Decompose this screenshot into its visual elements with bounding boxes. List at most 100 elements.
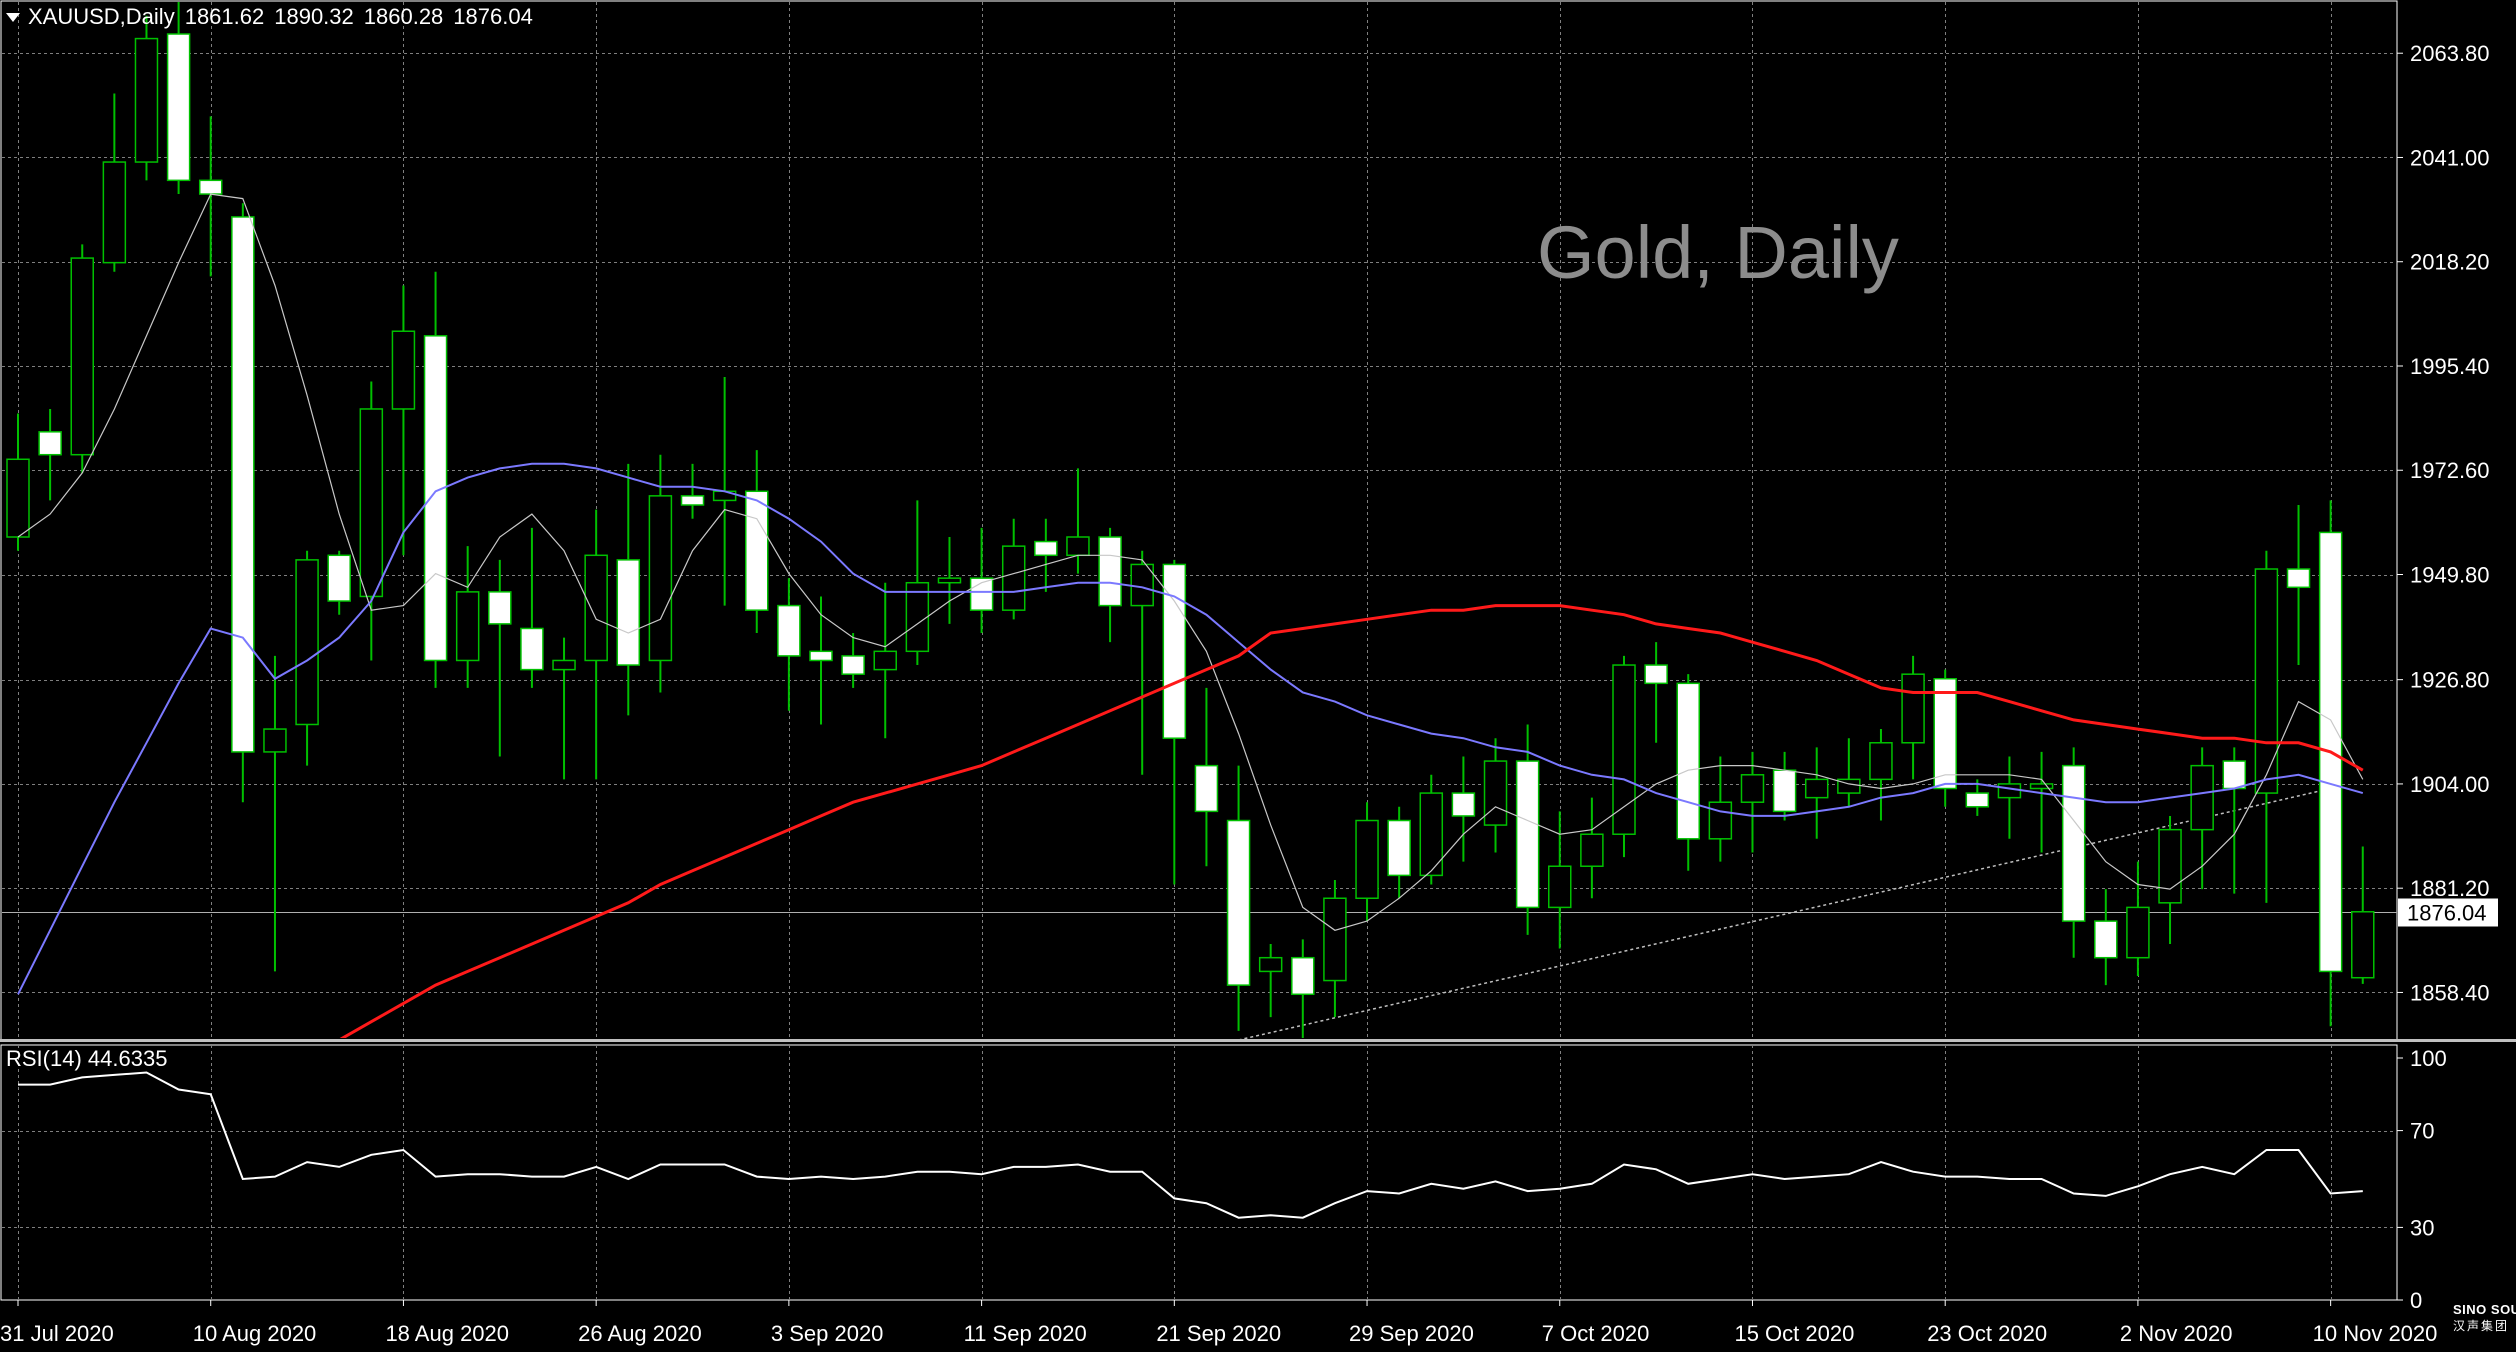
candle[interactable] bbox=[1580, 797, 1604, 899]
candle[interactable] bbox=[937, 537, 962, 624]
candle[interactable] bbox=[520, 527, 544, 688]
candle-body-bull bbox=[1323, 897, 1347, 982]
candle[interactable] bbox=[552, 637, 576, 780]
ma-fast-line bbox=[17, 193, 2364, 931]
candle[interactable] bbox=[1772, 751, 1797, 821]
candle[interactable] bbox=[1001, 518, 1026, 620]
candle[interactable] bbox=[1515, 724, 1540, 935]
candle[interactable] bbox=[1965, 779, 1990, 816]
candle[interactable] bbox=[2061, 747, 2086, 958]
candle-body-bull bbox=[584, 554, 608, 662]
rsi-tick-label: 100 bbox=[2410, 1046, 2447, 1071]
candle[interactable] bbox=[327, 550, 351, 615]
candle[interactable] bbox=[1419, 774, 1444, 885]
candle-body-bull bbox=[102, 161, 127, 264]
candle[interactable] bbox=[2029, 751, 2054, 853]
candle[interactable] bbox=[1323, 879, 1347, 1018]
candle[interactable] bbox=[1162, 559, 1187, 885]
candle[interactable] bbox=[680, 463, 705, 519]
time-tick-label: 26 Aug 2020 bbox=[578, 1321, 702, 1346]
candle[interactable] bbox=[1997, 756, 2022, 839]
candle[interactable] bbox=[2351, 846, 2375, 984]
candle[interactable] bbox=[745, 450, 769, 634]
candle[interactable] bbox=[1130, 550, 1154, 775]
candle[interactable] bbox=[1837, 738, 1861, 807]
candle-body-bull bbox=[263, 728, 287, 753]
candle[interactable] bbox=[873, 582, 897, 739]
candle[interactable] bbox=[359, 381, 384, 661]
candle-body-bull bbox=[1997, 783, 2022, 799]
candle[interactable] bbox=[1291, 939, 1315, 1040]
candle[interactable] bbox=[38, 408, 62, 501]
candle[interactable] bbox=[1355, 802, 1379, 922]
candle-body-bull bbox=[1869, 742, 1893, 781]
candle[interactable] bbox=[2318, 500, 2343, 1027]
candle[interactable] bbox=[231, 203, 255, 803]
candle-body-bull bbox=[2158, 828, 2182, 904]
candle-body-bull bbox=[1548, 865, 1572, 909]
candle[interactable] bbox=[6, 413, 30, 551]
candle-body-bear bbox=[1194, 764, 1219, 813]
candle[interactable] bbox=[2094, 889, 2118, 986]
candle[interactable] bbox=[1548, 811, 1572, 949]
candle[interactable] bbox=[423, 271, 448, 688]
candle[interactable] bbox=[905, 500, 930, 666]
candle[interactable] bbox=[2254, 550, 2279, 903]
candle[interactable] bbox=[1804, 747, 1829, 839]
candle[interactable] bbox=[1194, 687, 1219, 867]
support-trendline[interactable] bbox=[1238, 787, 2331, 1041]
candle[interactable] bbox=[1644, 642, 1668, 743]
price-tick-label: 1949.80 bbox=[2410, 563, 2490, 588]
candle[interactable] bbox=[102, 93, 127, 272]
candle[interactable] bbox=[391, 285, 416, 556]
candle[interactable] bbox=[2126, 861, 2150, 976]
candle[interactable] bbox=[134, 15, 159, 181]
candle[interactable] bbox=[1612, 655, 1636, 858]
candle[interactable] bbox=[841, 633, 865, 688]
price-axis[interactable]: 2063.80 2041.00 2018.20 1995.40 1972.60 1949.… bbox=[2397, 41, 2490, 1005]
candle[interactable] bbox=[648, 454, 673, 693]
candle[interactable] bbox=[488, 559, 512, 757]
candle[interactable] bbox=[616, 463, 641, 716]
candle[interactable] bbox=[1066, 468, 1090, 574]
candle[interactable] bbox=[1869, 729, 1893, 821]
candle[interactable] bbox=[263, 655, 287, 972]
candle[interactable] bbox=[1258, 943, 1283, 1018]
rsi-axis: 100 70 30 0 bbox=[2397, 1046, 2447, 1313]
candle-body-bull bbox=[552, 659, 576, 671]
candle[interactable] bbox=[1451, 756, 1476, 862]
candle[interactable] bbox=[584, 509, 608, 780]
candle[interactable] bbox=[1098, 527, 1122, 643]
time-axis[interactable]: 31 Jul 2020 10 Aug 2020 18 Aug 2020 26 Aug … bbox=[0, 1300, 2437, 1346]
candle-body-bull bbox=[1612, 664, 1636, 835]
time-tick-label: 23 Oct 2020 bbox=[1927, 1321, 2047, 1346]
candle[interactable] bbox=[1740, 751, 1765, 853]
candle[interactable] bbox=[166, 2, 191, 195]
candle-body-bull bbox=[937, 577, 962, 584]
candle[interactable] bbox=[2190, 747, 2214, 890]
current-price-badge bbox=[2398, 898, 2498, 927]
candle-body-bull bbox=[1001, 545, 1026, 611]
time-tick-label: 7 Oct 2020 bbox=[1542, 1321, 1650, 1346]
candle[interactable] bbox=[70, 244, 94, 473]
candle[interactable] bbox=[1901, 655, 1925, 780]
candle[interactable] bbox=[1034, 518, 1058, 592]
candle[interactable] bbox=[198, 116, 223, 277]
candle[interactable] bbox=[1676, 674, 1700, 871]
dropdown-triangle-icon[interactable] bbox=[6, 12, 20, 22]
candle-body-bear bbox=[1451, 792, 1476, 817]
candle[interactable] bbox=[809, 596, 833, 725]
candle[interactable] bbox=[455, 546, 480, 688]
candle[interactable] bbox=[777, 578, 801, 711]
candle[interactable] bbox=[2286, 504, 2311, 666]
candle[interactable] bbox=[2158, 815, 2182, 944]
ma-mid-line bbox=[17, 462, 2364, 995]
candle[interactable] bbox=[2222, 747, 2247, 894]
candle[interactable] bbox=[1387, 806, 1411, 899]
candle-body-bull bbox=[295, 559, 319, 726]
candle[interactable] bbox=[1226, 765, 1251, 1031]
candle[interactable] bbox=[1483, 738, 1508, 853]
candle-body-bull bbox=[134, 37, 159, 163]
candle[interactable] bbox=[295, 550, 319, 766]
